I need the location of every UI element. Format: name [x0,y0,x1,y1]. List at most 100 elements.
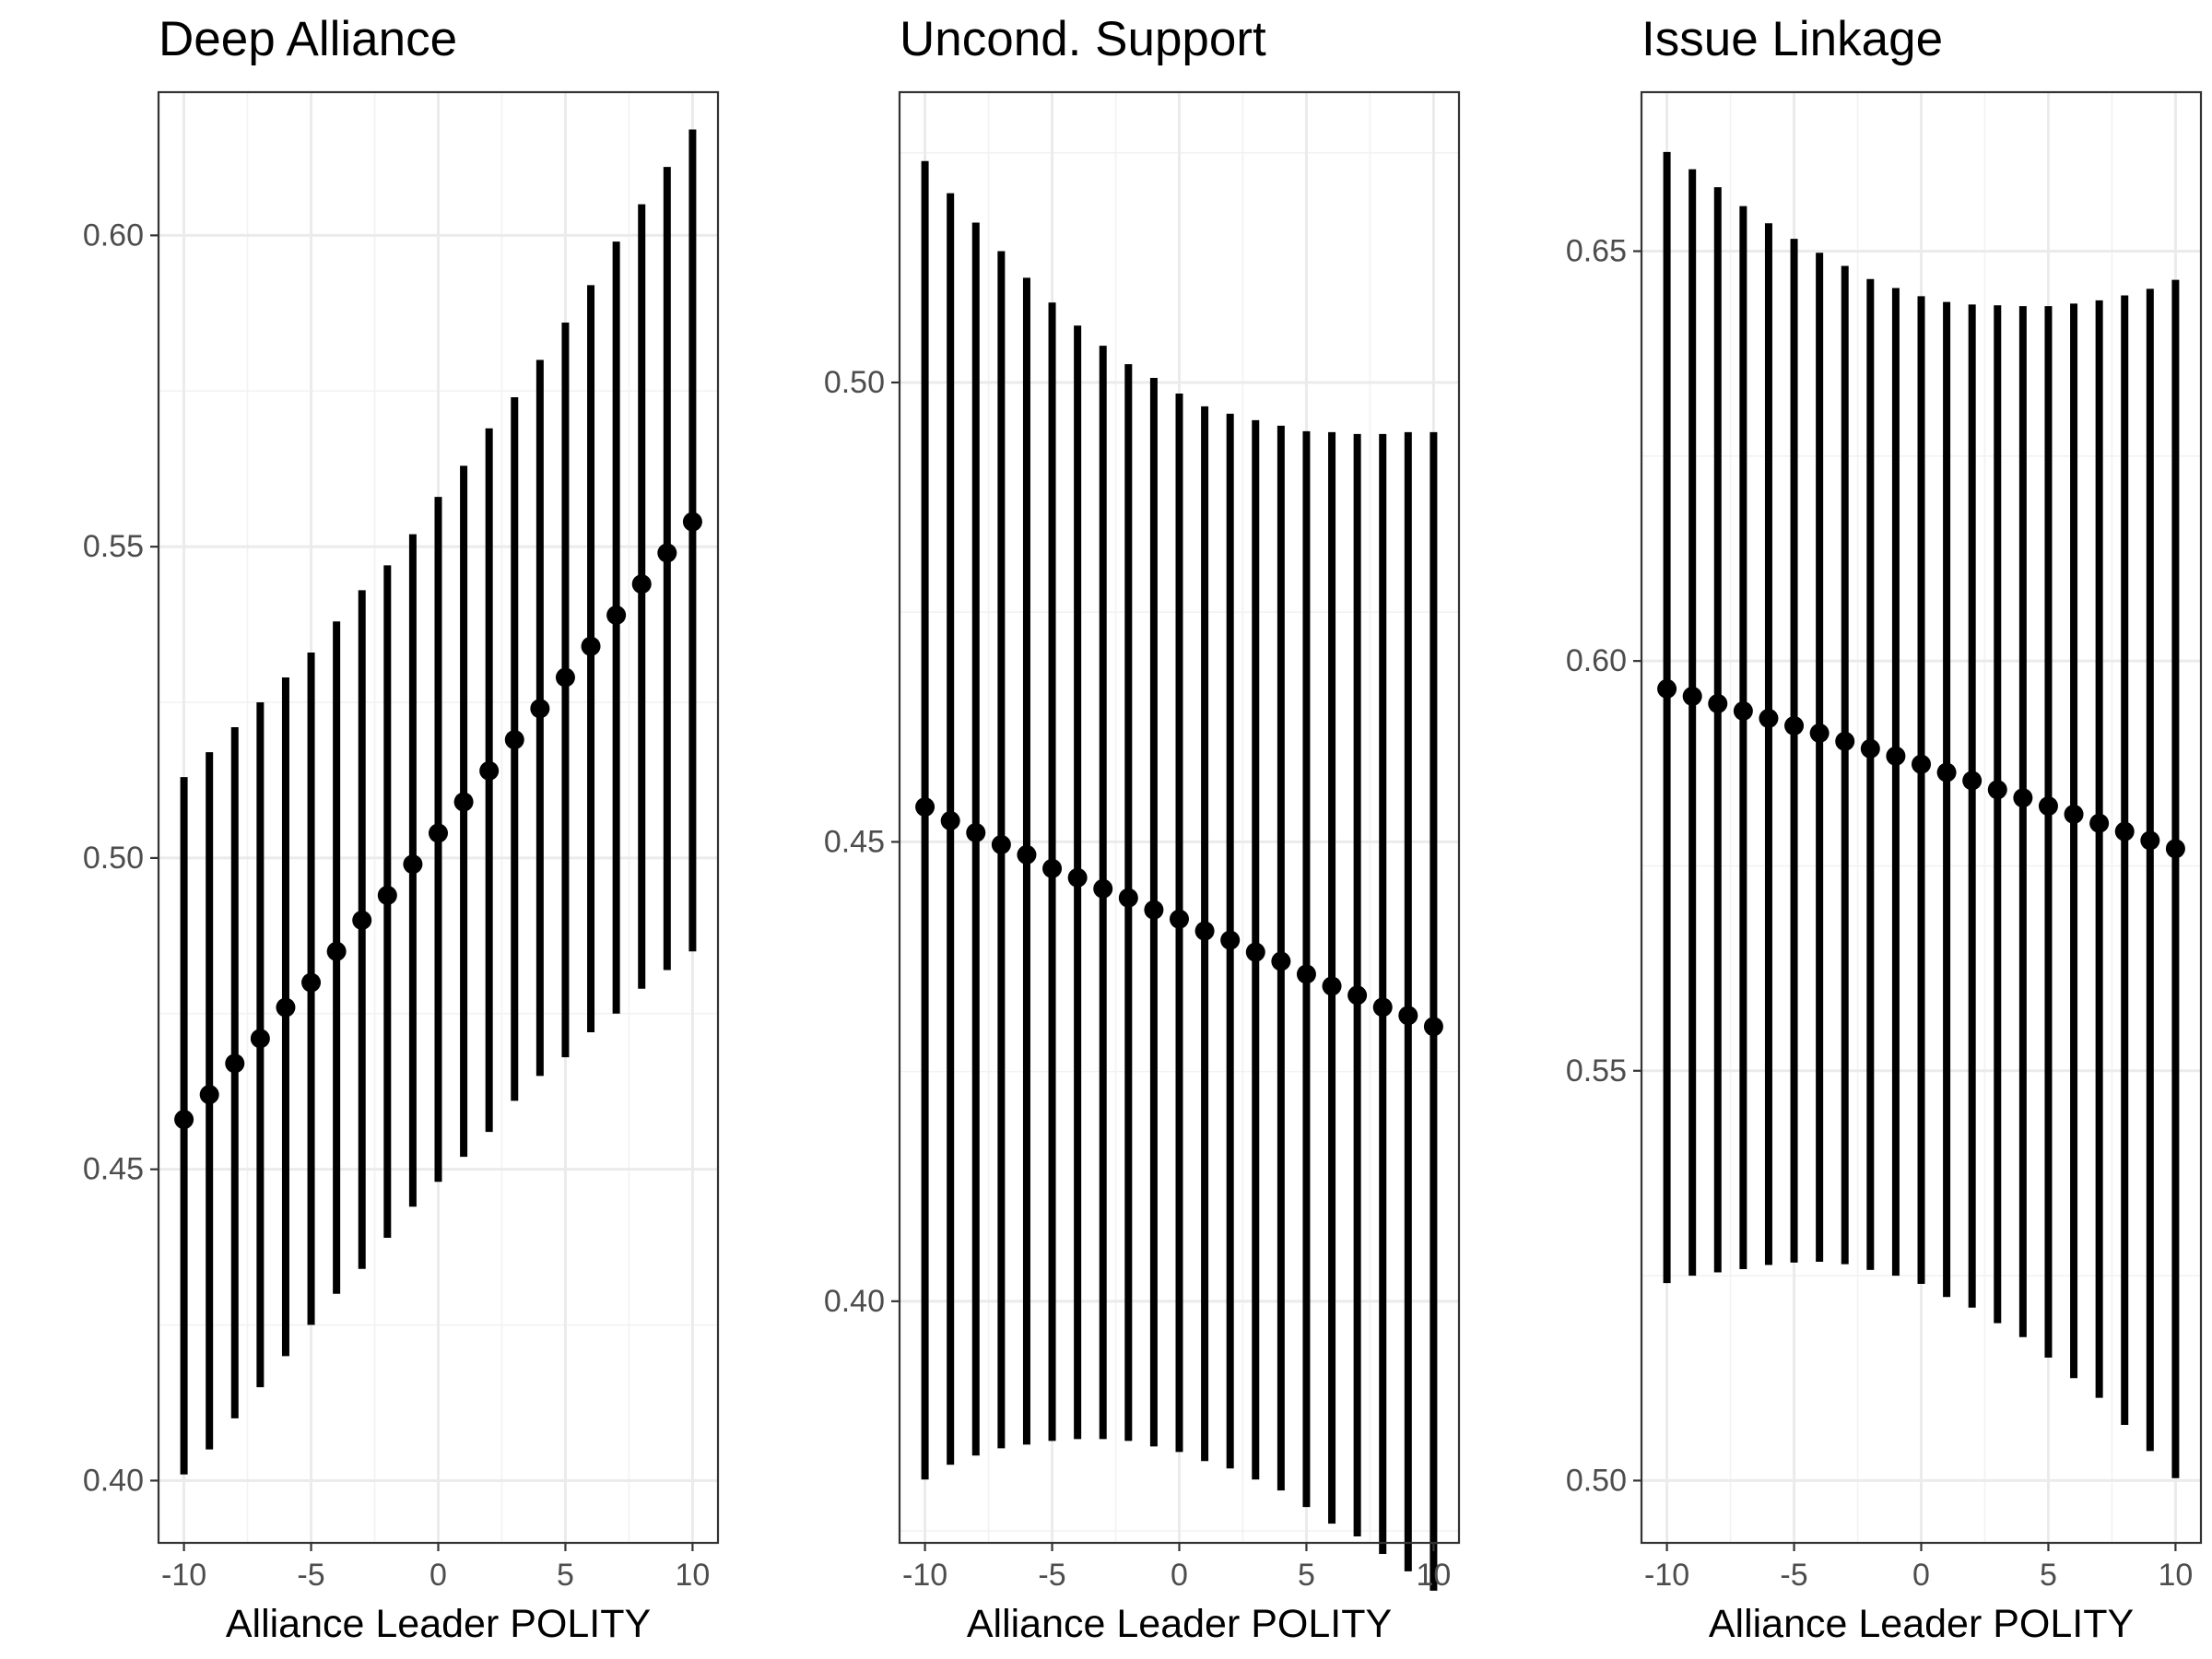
panel-1: 0.40 0.45 0.50 0.55 0.60 -10 -5 0 5 10 Deep Allian… [83,12,720,1646]
point-estimate [991,834,1011,854]
point-estimate [1423,1017,1443,1037]
point-estimate [2089,813,2110,833]
point-estimate [1835,731,1855,751]
y-tick-label: 0.40 [83,1463,144,1498]
panel-3: 0.50 0.55 0.60 0.65 -10 -5 0 5 10 Issue Linkage Al… [1566,12,2203,1646]
point-estimate [606,605,627,625]
y-tick-label: 0.50 [83,841,144,876]
y-tick-label: 0.50 [824,365,885,400]
point-estimate [1194,921,1215,941]
point-estimate [1886,746,1906,766]
point-estimate [1912,754,1931,774]
x-tick-label: -5 [297,1558,324,1593]
y-tick-label: 0.55 [1566,1053,1627,1088]
point-estimate [174,1110,194,1130]
point-estimate [2165,839,2185,859]
x-axis-title: Alliance Leader POLITY [967,1602,1392,1646]
point-estimate [1784,715,1805,735]
point-estimate [1296,964,1316,984]
point-estimate [1809,723,1830,743]
point-estimate [1017,844,1037,865]
x-tick-label: -10 [1644,1558,1689,1593]
point-estimate [1118,888,1138,908]
panel-title: Issue Linkage [1641,12,1943,66]
panel-2: 0.40 0.45 0.50 -10 -5 0 5 10 Uncond. Support Alli… [824,12,1461,1646]
point-estimate [453,792,474,812]
point-estimate [915,797,935,818]
point-estimate [1962,771,1983,791]
y-tick-label: 0.45 [83,1152,144,1187]
point-estimate [555,667,575,688]
point-estimate [1093,878,1113,899]
point-estimate [1347,985,1368,1006]
point-estimate [682,512,702,532]
point-estimate [940,810,960,830]
x-tick-label: 5 [2040,1558,2057,1593]
point-estimate [2114,821,2135,841]
x-tick-label: -5 [1038,1558,1065,1593]
point-estimate [1042,858,1063,878]
point-estimate [276,997,296,1018]
point-estimate [2038,796,2058,817]
x-tick-label: 10 [1416,1558,1451,1593]
y-tick-label: 0.65 [1566,234,1627,269]
x-tick-label: 0 [1171,1558,1188,1593]
x-axis-title: Alliance Leader POLITY [226,1602,651,1646]
point-estimate [199,1085,219,1105]
y-tick-label: 0.45 [824,824,885,859]
point-estimate [326,941,347,961]
point-estimate [1657,678,1677,699]
point-estimate [1708,693,1728,713]
point-estimate [1144,900,1164,920]
y-tick-label: 0.60 [1566,643,1627,678]
point-estimate [1860,738,1880,759]
point-estimate [1682,686,1702,706]
point-estimate [1987,780,2007,800]
point-estimate [1245,942,1265,962]
y-tick-label: 0.60 [83,218,144,253]
point-estimate [352,910,372,930]
x-tick-label: -10 [902,1558,947,1593]
point-estimate [1398,1006,1418,1026]
y-tick-label: 0.55 [83,529,144,564]
point-estimate [1759,708,1779,728]
point-estimate [631,574,652,594]
y-tick-label: 0.40 [824,1284,885,1319]
x-tick-label: 10 [2158,1558,2193,1593]
point-estimate [1170,909,1189,929]
point-estimate [1372,997,1393,1018]
point-estimate [966,822,986,842]
x-tick-label: 0 [429,1558,447,1593]
point-estimate [1322,976,1342,996]
point-estimate [2013,788,2033,808]
x-tick-label: 5 [1298,1558,1315,1593]
point-estimate [377,885,397,905]
point-estimate [2064,804,2084,824]
point-estimate [504,730,524,750]
x-tick-label: 5 [557,1558,574,1593]
y-tick-label: 0.50 [1566,1463,1627,1498]
point-estimate [250,1029,270,1049]
point-estimate [225,1053,245,1074]
x-tick-label: -10 [161,1558,206,1593]
point-estimate [2140,830,2160,851]
point-estimate [1936,762,1957,782]
point-estimate [479,760,500,781]
point-estimate [581,636,601,656]
x-tick-label: -5 [1780,1558,1807,1593]
point-estimate [530,699,550,719]
point-estimate [1271,951,1291,971]
point-estimate [657,543,677,563]
point-estimate [301,972,322,993]
x-axis-title: Alliance Leader POLITY [1709,1602,2134,1646]
point-estimate [429,823,448,843]
x-tick-label: 10 [675,1558,710,1593]
x-tick-label: 0 [1912,1558,1930,1593]
panel-title: Deep Alliance [159,12,457,66]
panel-title: Uncond. Support [900,12,1266,66]
point-estimate [1067,867,1088,888]
point-estimate [1733,700,1753,721]
point-estimate [1220,930,1241,950]
point-estimate [403,854,423,875]
